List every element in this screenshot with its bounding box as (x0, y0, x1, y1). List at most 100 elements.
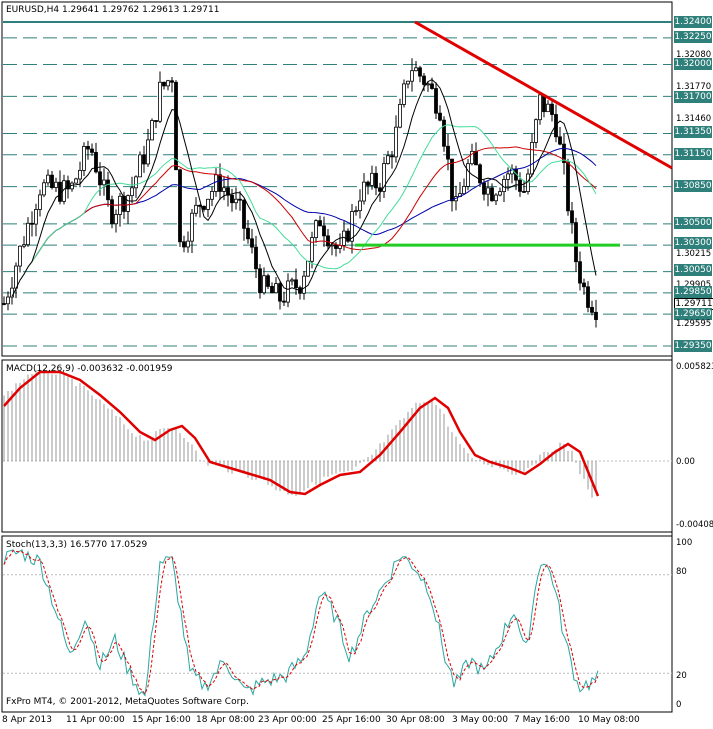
candle-body (146, 139, 150, 165)
candle-body (506, 173, 510, 180)
candle-body (418, 67, 422, 77)
candle-body (78, 169, 82, 180)
candle-body (382, 163, 386, 192)
candle-body (126, 195, 130, 212)
candle-body (150, 120, 154, 141)
x-axis-label: 10 May 08:00 (578, 715, 640, 725)
candle-body (230, 194, 234, 204)
x-axis-label: 15 Apr 16:00 (132, 715, 191, 725)
candle-body (290, 279, 294, 282)
candle-body (434, 88, 438, 114)
candle-body (82, 146, 86, 171)
candle-body (310, 237, 314, 262)
level-badge: 1.29850 (674, 286, 712, 298)
candle-body (58, 181, 62, 202)
candle-body (106, 179, 110, 201)
candle-body (274, 283, 278, 294)
price-axis-label: 1.29595 (676, 319, 712, 329)
candle-body (266, 275, 270, 287)
candle-body (30, 222, 34, 225)
candle-body (490, 187, 494, 202)
candle-body (558, 136, 562, 145)
price-axis-label: 1.32080 (676, 50, 712, 60)
candle-body (186, 240, 190, 248)
candle-body (226, 187, 230, 196)
candle-body (166, 80, 170, 87)
candle-body (498, 191, 502, 196)
candle-body (378, 187, 382, 192)
candle-body (174, 81, 178, 171)
candle-body (486, 187, 490, 195)
stoch-axis-label: 0 (676, 700, 682, 710)
candle-body (362, 181, 366, 202)
candle-body (318, 220, 322, 227)
level-badge: 1.30300 (674, 237, 712, 249)
candle-body (202, 205, 206, 210)
candle-body (446, 145, 450, 160)
candle-body (50, 174, 54, 188)
candle-body (214, 174, 218, 192)
candle-body (334, 244, 338, 249)
candle-body (518, 179, 522, 192)
candle-body (522, 190, 526, 193)
candle-body (234, 198, 238, 204)
level-badge: 1.32400 (674, 16, 712, 28)
candle-body (462, 185, 466, 195)
stoch-axis-label: 100 (676, 538, 693, 548)
candle-body (590, 307, 594, 313)
candle-body (302, 275, 306, 294)
candle-body (394, 126, 398, 158)
candle-body (250, 238, 254, 248)
candle-body (494, 194, 498, 202)
candle-body (586, 286, 590, 308)
level-badge: 1.30850 (674, 180, 712, 192)
ma-red-line (27, 146, 597, 268)
candle-body (282, 300, 286, 303)
candle-body (110, 199, 114, 225)
candle-body (422, 75, 426, 85)
candle-body (470, 150, 474, 165)
x-axis-label: 25 Apr 16:00 (322, 715, 381, 725)
x-axis-label: 11 Apr 00:00 (66, 715, 125, 725)
candle-body (18, 245, 22, 267)
candle-body (222, 187, 226, 192)
candle-body (466, 163, 470, 187)
level-badge: 1.31700 (674, 91, 712, 103)
price-axis-label: 1.29905 (676, 280, 712, 290)
macd-axis-label: -0.00408 (676, 520, 713, 530)
candle-body (410, 70, 414, 82)
candle-body (322, 225, 326, 237)
candle-body (390, 155, 394, 158)
candle-body (254, 246, 258, 270)
candle-body (278, 283, 282, 302)
level-badge: 1.31350 (674, 126, 712, 138)
stoch-axis-label: 20 (676, 671, 687, 681)
level-badge: 1.32000 (674, 58, 712, 70)
candle-body (414, 67, 418, 72)
candle-body (350, 211, 354, 242)
price-axis-label: 1.31770 (676, 82, 712, 92)
candle-body (22, 244, 26, 247)
stoch-axis-label: 80 (676, 567, 687, 577)
candle-body (538, 94, 542, 121)
candle-body (94, 151, 98, 173)
candle-body (42, 182, 46, 196)
candle-body (246, 227, 250, 240)
candle-body (534, 119, 538, 143)
candle-body (134, 176, 138, 189)
candle-body (354, 210, 358, 213)
candle-body (74, 178, 78, 184)
candle-body (122, 195, 126, 212)
candle-body (142, 154, 146, 165)
candle-body (2, 303, 6, 305)
price-axis-label: 1.31460 (676, 114, 712, 124)
macd-signal-line (3, 370, 600, 497)
level-badge: 1.32250 (674, 31, 712, 43)
candle-body (194, 204, 198, 214)
macd-axis-label: 0.00 (676, 457, 695, 467)
candle-body (370, 172, 374, 186)
